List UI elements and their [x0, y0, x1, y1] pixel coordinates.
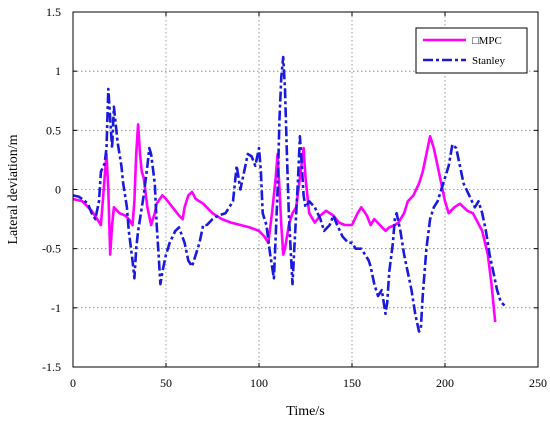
x-tick-label: 250	[529, 376, 547, 390]
series-line-mpc	[72, 123, 497, 323]
x-tick-labels: 0 50 100 150 200 250	[70, 376, 547, 390]
x-tick-label: 100	[250, 376, 268, 390]
y-tick-label: 0.5	[46, 123, 61, 137]
x-tick-label: 50	[160, 376, 172, 390]
y-tick-label: 0	[55, 183, 61, 197]
legend: □MPC Stanley	[415, 27, 528, 74]
y-tick-label: 1.5	[46, 5, 61, 19]
x-tick-label: 200	[436, 376, 454, 390]
y-axis-label: Lateral deviation/m	[6, 134, 21, 244]
x-tick-label: 150	[343, 376, 361, 390]
ticks	[72, 11, 539, 368]
y-tick-label: -0.5	[42, 242, 61, 256]
y-tick-label: 1	[55, 64, 61, 78]
x-tick-label: 0	[70, 376, 76, 390]
y-tick-labels: -1.5 -1 -0.5 0 0.5 1 1.5	[42, 5, 61, 374]
series-line-stanley	[72, 55, 506, 333]
legend-box	[415, 27, 528, 74]
legend-label-stanley: Stanley	[472, 55, 505, 67]
legend-label-mpc: □MPC	[472, 35, 502, 47]
y-tick-label: -1	[51, 301, 61, 315]
x-axis-label: Time/s	[286, 404, 324, 419]
series-lines	[72, 55, 506, 333]
y-tick-label: -1.5	[42, 360, 61, 374]
